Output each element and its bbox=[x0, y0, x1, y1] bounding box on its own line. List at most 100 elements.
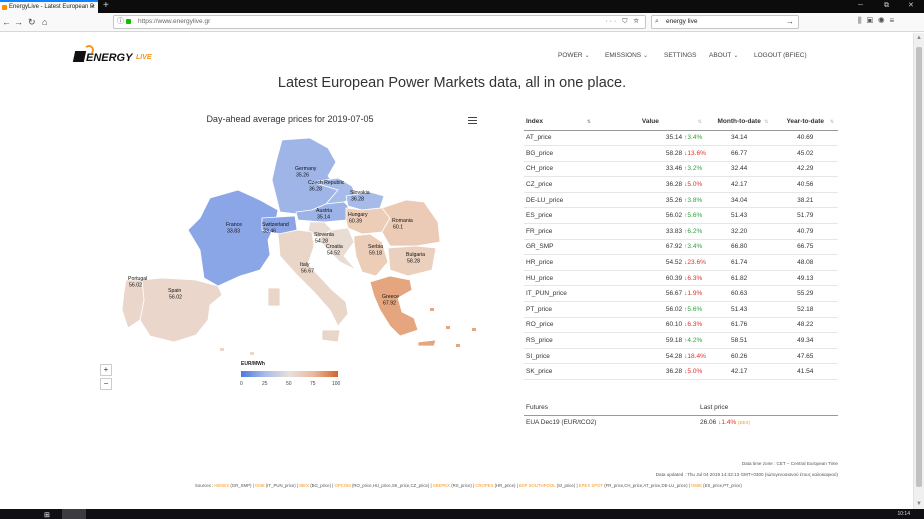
scroll-up-icon[interactable]: ▲ bbox=[916, 35, 922, 41]
table-row[interactable]: ES_price 56.02 ↑5.6% 51.43 51.79 bbox=[524, 207, 838, 225]
mtd-cell: 32.44 bbox=[705, 161, 773, 178]
table-row[interactable]: BG_price 58.28 ↓13.6% 66.77 45.02 bbox=[524, 145, 838, 162]
nav-item-emissions[interactable]: EMISSIONS ⌄ bbox=[605, 52, 648, 59]
source-link[interactable]: GME bbox=[254, 483, 265, 488]
island-shape bbox=[250, 352, 254, 355]
favicon-icon bbox=[2, 5, 7, 10]
index-cell: DE-LU_price bbox=[524, 192, 595, 209]
page-headline: Latest European Power Markets data, all … bbox=[277, 75, 627, 91]
table-row[interactable]: IT_PUN_price 56.67 ↓1.9% 60.63 55.29 bbox=[524, 285, 838, 303]
windows-start-icon[interactable]: ⊞ bbox=[44, 512, 50, 519]
info-icon[interactable]: ⓘ bbox=[117, 18, 124, 25]
reload-icon[interactable]: ↻ bbox=[28, 17, 36, 27]
back-icon[interactable]: ← bbox=[2, 17, 11, 27]
country-serbia[interactable] bbox=[353, 233, 389, 277]
home-icon[interactable]: ⌂ bbox=[42, 17, 48, 27]
zoom-in-button[interactable]: + bbox=[100, 364, 112, 376]
minimize-button[interactable]: ─ bbox=[858, 2, 863, 9]
library-icon[interactable]: ⫼▣◉≡ bbox=[858, 16, 900, 25]
index-cell: RO_price bbox=[524, 317, 595, 334]
source-link[interactable]: OPCOM bbox=[334, 483, 351, 488]
ytd-cell: 40.56 bbox=[772, 176, 838, 193]
country-greece[interactable] bbox=[369, 275, 437, 347]
source-link[interactable]: HENEX bbox=[214, 483, 230, 488]
chart-menu-icon[interactable] bbox=[468, 117, 477, 124]
column-header-value[interactable]: Value ⇅ bbox=[594, 114, 706, 131]
nav-item-about[interactable]: ABOUT ⌄ bbox=[709, 52, 738, 59]
futures-source[interactable]: (EEX) bbox=[737, 420, 750, 426]
arrow-down-icon: ↓ bbox=[684, 259, 688, 267]
ytd-cell: 49.13 bbox=[772, 270, 838, 287]
new-tab-button[interactable]: + bbox=[103, 0, 109, 11]
sort-icon[interactable]: ⇅ bbox=[586, 119, 591, 125]
country-croatia[interactable] bbox=[317, 227, 357, 271]
sort-icon[interactable]: ⇅ bbox=[764, 119, 769, 125]
scroll-down-icon[interactable]: ▼ bbox=[916, 501, 922, 507]
ytd-cell: 51.79 bbox=[772, 207, 838, 225]
table-row[interactable]: SI_price 54.28 ↓18.4% 60.26 47.65 bbox=[524, 348, 838, 365]
source-link[interactable]: EPEX SPOT bbox=[578, 483, 604, 488]
country-label: France bbox=[226, 222, 242, 228]
table-row[interactable]: CH_price 33.46 ↑3.2% 32.44 42.29 bbox=[524, 161, 838, 178]
table-row[interactable]: DE-LU_price 35.26 ↑3.8% 34.04 38.21 bbox=[524, 192, 838, 209]
forward-icon[interactable]: → bbox=[14, 17, 23, 27]
country-bulgaria[interactable] bbox=[387, 245, 437, 277]
source-link[interactable]: CROPEX bbox=[475, 483, 494, 488]
country-romania[interactable] bbox=[381, 199, 441, 247]
page-actions-icon[interactable]: ··· ⛉ ☆ bbox=[605, 18, 641, 25]
column-header-mtd[interactable]: Month-to-date ⇅ bbox=[705, 114, 773, 131]
country-label: Austria bbox=[316, 208, 332, 214]
search-go-icon[interactable]: → bbox=[786, 17, 794, 26]
legend-tick: 25 bbox=[262, 381, 268, 387]
country-portugal[interactable] bbox=[121, 279, 145, 329]
scrollbar-thumb[interactable] bbox=[916, 47, 922, 487]
country-value: 60.39 bbox=[349, 219, 362, 225]
value-cell: 54.52 ↓23.6% bbox=[594, 254, 706, 271]
sort-icon[interactable]: ⇅ bbox=[829, 119, 834, 125]
table-row[interactable]: RS_price 59.18 ↑4.2% 58.51 49.34 bbox=[524, 332, 838, 349]
page-scrollbar[interactable]: ▲ ▼ bbox=[913, 33, 924, 509]
table-row[interactable]: PT_price 56.02 ↑5.6% 51.43 52.18 bbox=[524, 301, 838, 318]
tab-close-icon[interactable]: × bbox=[90, 4, 95, 11]
ytd-cell: 48.22 bbox=[772, 317, 838, 334]
table-row[interactable]: AT_price 35.14 ↑3.4% 34.14 40.69 bbox=[524, 130, 838, 147]
close-window-button[interactable]: ✕ bbox=[908, 2, 914, 9]
url-bar[interactable]: ⓘ https://www.energylive.gr ··· ⛉ ☆ bbox=[113, 15, 646, 29]
index-cell: ES_price bbox=[524, 207, 595, 225]
table-row[interactable]: RO_price 60.10 ↓6.3% 61.76 48.22 bbox=[524, 317, 838, 334]
zoom-out-button[interactable]: − bbox=[100, 378, 112, 390]
source-link[interactable]: IBEX bbox=[299, 483, 310, 488]
table-row[interactable]: SK_price 36.28 ↓5.0% 42.17 41.54 bbox=[524, 363, 838, 380]
country-value: 35.14 bbox=[317, 215, 330, 221]
arrow-down-icon: ↓ bbox=[684, 149, 688, 157]
source-link[interactable]: BSP SOUTHPOOL bbox=[518, 483, 556, 488]
legend-tick: 75 bbox=[310, 381, 316, 387]
column-header-ytd[interactable]: Year-to-date ⇅ bbox=[772, 114, 838, 131]
energylive-logo[interactable]: ENERGY LIVE bbox=[72, 44, 162, 70]
island-shape bbox=[472, 328, 476, 331]
country-italy[interactable] bbox=[267, 229, 349, 343]
table-row[interactable]: HR_price 54.52 ↓23.6% 61.74 48.08 bbox=[524, 254, 838, 271]
search-value[interactable]: energy live bbox=[666, 18, 698, 25]
table-row[interactable]: CZ_price 36.28 ↓5.0% 42.17 40.56 bbox=[524, 176, 838, 193]
maximize-button[interactable]: ⧉ bbox=[884, 2, 889, 9]
nav-item-settings[interactable]: SETTINGS bbox=[664, 52, 697, 59]
table-row[interactable]: GR_SMP 67.92 ↑3.4% 66.80 66.75 bbox=[524, 239, 838, 256]
value-change: 18.4% bbox=[687, 352, 706, 360]
column-header-index[interactable]: Index ⇅ bbox=[524, 114, 595, 131]
ytd-cell: 42.29 bbox=[772, 161, 838, 178]
sort-icon[interactable]: ⇅ bbox=[697, 119, 702, 125]
country-austria[interactable] bbox=[295, 201, 349, 223]
url-text[interactable]: https://www.energylive.gr bbox=[138, 18, 211, 25]
search-input[interactable]: ⌕ energy live → bbox=[651, 15, 799, 29]
taskbar-app-icon[interactable] bbox=[62, 509, 86, 519]
browser-tab[interactable]: EnergyLive - Latest European P × bbox=[0, 0, 98, 13]
source-link[interactable]: OMIE bbox=[691, 483, 702, 488]
nav-item-logout[interactable]: LOGOUT (BFIEC) bbox=[754, 52, 807, 59]
table-row[interactable]: HU_price 60.39 ↓6.3% 61.82 49.13 bbox=[524, 270, 838, 287]
source-link[interactable]: SEEPEX bbox=[432, 483, 451, 488]
table-row[interactable]: FR_price 33.83 ↑6.2% 32.20 40.79 bbox=[524, 223, 838, 240]
nav-item-power[interactable]: POWER ⌄ bbox=[558, 52, 590, 59]
value-change: 5.0% bbox=[687, 181, 703, 189]
country-france[interactable] bbox=[187, 189, 279, 287]
